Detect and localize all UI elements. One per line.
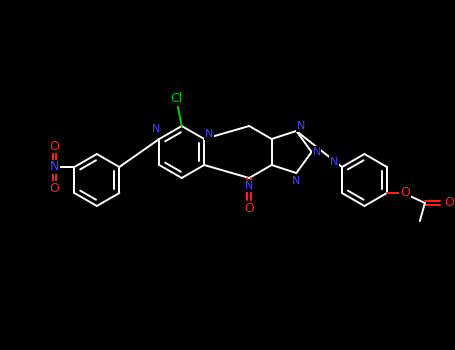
Text: N: N — [152, 124, 161, 134]
Text: Cl: Cl — [171, 92, 183, 105]
Text: N: N — [313, 147, 321, 157]
Text: O: O — [400, 187, 410, 199]
Text: N: N — [50, 161, 59, 174]
Text: O: O — [50, 182, 59, 195]
Text: O: O — [244, 202, 254, 215]
Text: N: N — [292, 176, 301, 186]
Text: N: N — [205, 129, 213, 139]
Text: N: N — [330, 157, 338, 167]
Text: N: N — [297, 121, 305, 131]
Text: N: N — [245, 181, 253, 191]
Text: O: O — [444, 196, 454, 210]
Text: O: O — [50, 140, 59, 153]
